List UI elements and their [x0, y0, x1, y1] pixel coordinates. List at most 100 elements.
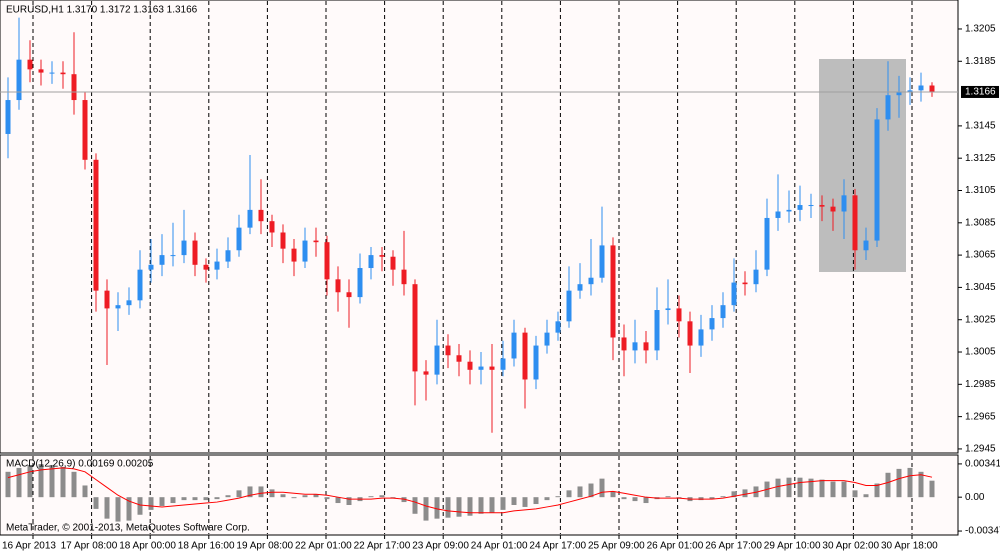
candle-body [500, 358, 506, 370]
candle-body [841, 195, 847, 212]
y-tick-label: 1.3125 [965, 153, 996, 164]
candle-body [126, 300, 132, 306]
candle-body [214, 261, 220, 270]
candle-body [720, 305, 726, 319]
y-tick-label: 1.3145 [965, 121, 996, 132]
x-tick-label: 26 Apr 01:00 [647, 541, 704, 552]
macd-bar [423, 497, 429, 521]
macd-bar [27, 464, 33, 498]
candle-body [511, 332, 517, 359]
macd-bar [324, 497, 330, 500]
macd-bar [841, 481, 847, 498]
macd-bar [412, 497, 418, 514]
macd-bar [346, 497, 352, 505]
y-tick-label: 1.3085 [965, 217, 996, 228]
x-tick-label: 22 Apr 17:00 [354, 541, 411, 552]
macd-bar [896, 468, 902, 498]
candle-body [599, 245, 605, 278]
macd-bar [918, 471, 924, 498]
candle-body [588, 277, 594, 285]
candle-body [753, 269, 759, 285]
macd-bar [126, 497, 132, 521]
macd-bar [71, 471, 77, 498]
candle-body [544, 332, 550, 346]
macd-bar [588, 483, 594, 498]
candle-body [632, 342, 638, 351]
y-tick-label: 1.3105 [965, 185, 996, 196]
candle-body [93, 159, 99, 291]
macd-bar [533, 497, 539, 505]
candle-body [236, 227, 242, 251]
x-tick-label: 18 Apr 16:00 [178, 541, 235, 552]
macd-bar [665, 496, 671, 498]
candle-body [478, 366, 484, 370]
candle-body [313, 240, 319, 243]
candle-body [929, 85, 935, 92]
candle-body [324, 242, 330, 280]
candle-body [302, 240, 308, 262]
x-tick-label: 26 Apr 17:00 [705, 541, 762, 552]
candle-body [115, 305, 121, 309]
candle-body [885, 95, 891, 120]
candle-body [698, 329, 704, 346]
price-pane [0, 0, 959, 454]
candle-body [379, 255, 385, 257]
candle-body [489, 366, 495, 370]
macd-bar [269, 489, 275, 498]
macd-bar [489, 497, 495, 513]
macd-bar [907, 467, 913, 498]
macd-bar [181, 497, 187, 501]
macd-bar [522, 497, 528, 507]
macd-bar [819, 479, 825, 498]
macd-bar [16, 467, 22, 498]
candle-body [357, 268, 363, 298]
candle-body [412, 284, 418, 372]
candle-body [434, 345, 440, 375]
x-tick-label: 24 Apr 17:00 [529, 541, 586, 552]
candle-body [709, 318, 715, 330]
candle-body [786, 209, 792, 212]
candle-body [203, 264, 209, 270]
candle-body [665, 308, 671, 311]
x-tick-label: 19 Apr 08:00 [236, 541, 293, 552]
macd-bar [214, 497, 220, 500]
candle-body [896, 91, 902, 96]
current-price-box [961, 85, 999, 98]
macd-bar [775, 478, 781, 498]
macd-bar [368, 496, 374, 498]
x-tick-label: 23 Apr 09:00 [412, 541, 469, 552]
macd-bar [291, 497, 297, 499]
candle-body [731, 282, 737, 306]
macd-bar [500, 497, 506, 510]
y2-tick-label: -0.00347 [965, 526, 1000, 537]
macd-bar [874, 483, 880, 498]
candle-body [456, 355, 462, 362]
macd-bar [302, 495, 308, 498]
macd-bar [544, 497, 550, 501]
y2-tick-label: 0.00341 [965, 459, 1000, 470]
candle-body [918, 85, 924, 91]
macd-bar [885, 472, 891, 498]
macd-bar [929, 480, 935, 498]
macd-bar [742, 489, 748, 498]
candle-body [687, 321, 693, 346]
candle-body [775, 211, 781, 218]
y2-tick-label: 0.00 [965, 492, 985, 503]
macd-bar [60, 466, 66, 498]
macd-bar [456, 497, 462, 517]
macd-bar [313, 494, 319, 498]
candle-body [346, 292, 352, 298]
candle-body [170, 255, 176, 257]
candle-body [60, 72, 66, 75]
candle-body [137, 269, 143, 301]
macd-bar [434, 497, 440, 519]
macd-bar [610, 491, 616, 498]
candle-body [104, 290, 110, 309]
y-tick-label: 1.2945 [965, 444, 996, 455]
macd-bar [104, 497, 110, 519]
macd-bar [159, 497, 165, 506]
x-tick-label: 17 Apr 08:00 [61, 541, 118, 552]
candle-body [874, 119, 880, 241]
y-tick-label: 1.3205 [965, 24, 996, 35]
